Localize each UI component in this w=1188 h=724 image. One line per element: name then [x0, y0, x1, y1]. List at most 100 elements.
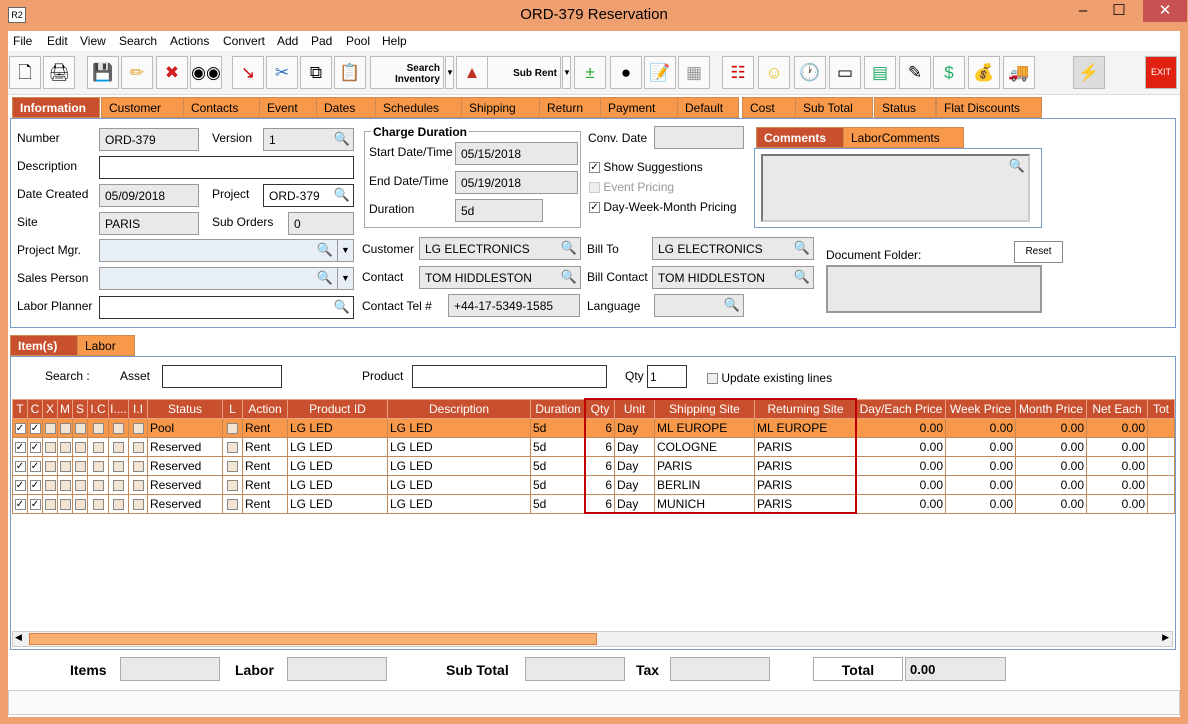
tab-default[interactable]: Default [677, 97, 739, 118]
duration-field[interactable]: 5d [455, 199, 543, 222]
row-checkbox[interactable] [42, 456, 58, 476]
search-icon[interactable]: 🔍 [793, 240, 810, 255]
asset-input[interactable] [162, 365, 282, 388]
menu-view[interactable]: View [80, 34, 106, 48]
cell-duration[interactable]: 5d [530, 456, 586, 476]
column-header[interactable]: Status [147, 399, 223, 419]
row-checkbox[interactable] [72, 494, 88, 514]
row-checkbox[interactable] [87, 418, 109, 438]
column-header[interactable]: Action [242, 399, 288, 419]
row-checkbox[interactable] [222, 456, 243, 476]
column-header[interactable]: Description [387, 399, 531, 419]
cell-returning[interactable]: PARIS [754, 494, 857, 514]
cell-qty[interactable]: 6 [585, 475, 615, 495]
hierarchy-icon[interactable]: ☷ [722, 56, 754, 89]
cell-net[interactable]: 0.00 [1086, 475, 1148, 495]
end-date-field[interactable]: 05/19/2018 [455, 171, 578, 194]
project-field[interactable]: ORD-379 🔍 [263, 184, 354, 207]
column-header[interactable]: I.C [87, 399, 109, 419]
table-row[interactable]: ✓ ✓ Reserved Rent LG LED LG LED 5d 6 Day COLOGNE P… [12, 437, 1175, 457]
menu-pad[interactable]: Pad [311, 34, 333, 48]
cell-action[interactable]: Rent [242, 475, 288, 495]
close-button[interactable]: ✕ [1143, 0, 1187, 22]
cell-net[interactable]: 0.00 [1086, 494, 1148, 514]
column-header[interactable]: M [57, 399, 73, 419]
column-header[interactable]: Tot [1147, 399, 1175, 419]
row-checkbox[interactable] [57, 418, 73, 438]
search-icon[interactable]: 🔍 [560, 269, 577, 284]
number-field[interactable]: ORD-379 [99, 128, 199, 151]
tab-flat-discounts[interactable]: Flat Discounts [936, 97, 1042, 118]
document-folder-box[interactable] [826, 265, 1042, 313]
row-checkbox[interactable] [128, 456, 148, 476]
start-date-field[interactable]: 05/15/2018 [455, 142, 578, 165]
row-checkbox[interactable] [108, 475, 129, 495]
language-field[interactable]: 🔍 [654, 294, 744, 317]
add-remove-icon[interactable]: ± [574, 56, 606, 89]
cell-shipping[interactable]: MUNICH [654, 494, 755, 514]
row-checkbox[interactable]: ✓ [27, 456, 43, 476]
row-checkbox[interactable] [108, 456, 129, 476]
cell-duration[interactable]: 5d [530, 475, 586, 495]
cell-description[interactable]: LG LED [387, 437, 531, 457]
cell-action[interactable]: Rent [242, 418, 288, 438]
table-row[interactable]: ✓ ✓ Reserved Rent LG LED LG LED 5d 6 Day PARIS PAR… [12, 456, 1175, 476]
row-checkbox[interactable]: ✓ [12, 494, 28, 514]
scrollbar-thumb[interactable] [29, 633, 597, 645]
sub-orders-field[interactable]: 0 [288, 212, 354, 235]
tab-sub-total[interactable]: Sub Total [795, 97, 873, 118]
cell-description[interactable]: LG LED [387, 475, 531, 495]
row-checkbox[interactable] [57, 456, 73, 476]
show-suggestions-checkbox[interactable]: ✓ Show Suggestions [589, 160, 703, 174]
cell-net[interactable]: 0.00 [1086, 418, 1148, 438]
cell-week[interactable]: 0.00 [945, 418, 1016, 438]
menu-convert[interactable]: Convert [223, 34, 266, 48]
edit-pencil-icon[interactable]: ✏ [121, 56, 153, 89]
row-checkbox[interactable] [72, 475, 88, 495]
column-header[interactable]: Product ID [287, 399, 388, 419]
row-checkbox[interactable] [128, 494, 148, 514]
conv-date-field[interactable] [654, 126, 744, 149]
eraser-icon[interactable]: ▭ [829, 56, 861, 89]
tab-comments[interactable]: Comments [756, 127, 844, 148]
version-field[interactable]: 1 🔍 [263, 128, 354, 151]
shapes-icon[interactable]: ▲ [456, 56, 488, 89]
row-checkbox[interactable] [42, 437, 58, 457]
cell-day[interactable]: 0.00 [856, 475, 946, 495]
column-header[interactable]: Week Price [945, 399, 1016, 419]
cell-total[interactable] [1147, 437, 1175, 457]
row-checkbox[interactable]: ✓ [27, 418, 43, 438]
search-icon[interactable]: 🔍 [793, 269, 810, 284]
menu-add[interactable]: Add [277, 34, 299, 48]
cell-unit[interactable]: Day [614, 475, 655, 495]
calculator-icon[interactable]: ▦ [678, 56, 710, 89]
event-pricing-checkbox[interactable]: Event Pricing [589, 180, 674, 194]
cell-qty[interactable]: 6 [585, 418, 615, 438]
row-checkbox[interactable] [72, 456, 88, 476]
cell-status[interactable]: Pool [147, 418, 223, 438]
cell-returning[interactable]: ML EUROPE [754, 418, 857, 438]
paste-icon[interactable]: 📋 [334, 56, 366, 89]
search-icon[interactable]: 🔍 [1008, 158, 1025, 173]
row-checkbox[interactable] [128, 437, 148, 457]
minimize-button[interactable]: – [1078, 2, 1088, 19]
column-header[interactable]: I.... [108, 399, 129, 419]
column-header[interactable]: Day/Each Price [856, 399, 946, 419]
cell-total[interactable] [1147, 494, 1175, 514]
cell-month[interactable]: 0.00 [1015, 475, 1087, 495]
column-header[interactable]: Unit [614, 399, 655, 419]
row-checkbox[interactable]: ✓ [27, 437, 43, 457]
tab-status[interactable]: Status [874, 97, 936, 118]
cell-total[interactable] [1147, 418, 1175, 438]
tab-schedules[interactable]: Schedules [375, 97, 462, 118]
cell-action[interactable]: Rent [242, 437, 288, 457]
column-header[interactable]: Month Price [1015, 399, 1087, 419]
row-checkbox[interactable] [108, 418, 129, 438]
chevron-down-icon[interactable]: ▼ [337, 268, 353, 289]
cell-product-id[interactable]: LG LED [287, 437, 388, 457]
cell-unit[interactable]: Day [614, 456, 655, 476]
cell-description[interactable]: LG LED [387, 418, 531, 438]
column-header[interactable]: I.I [128, 399, 148, 419]
site-field[interactable]: PARIS [99, 212, 199, 235]
row-checkbox[interactable] [57, 437, 73, 457]
